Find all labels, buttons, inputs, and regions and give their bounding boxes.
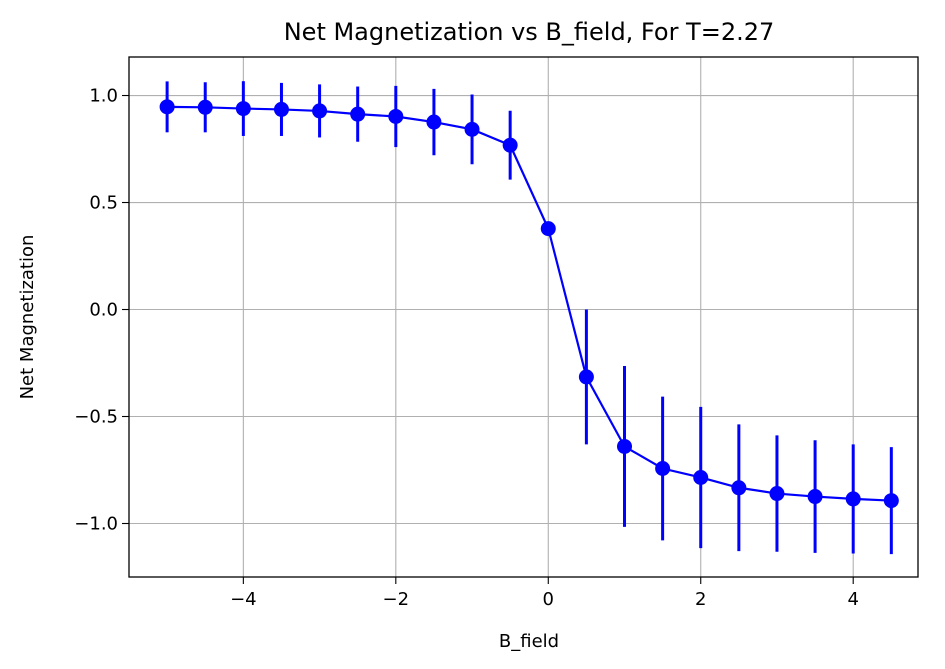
data-point [578,369,594,385]
data-point [388,108,404,124]
y-tick-label: 0.5 [89,193,118,214]
plot-frame [128,56,919,578]
data-point [693,469,709,485]
data-point [807,489,823,505]
data-point [883,493,899,509]
x-tick-label: −4 [230,589,257,610]
grid-lines [129,57,918,577]
series-line [167,105,892,502]
y-axis-label: Net Magnetization [17,235,38,400]
data-point [731,480,747,496]
y-tick-label: −1.0 [74,514,118,535]
data-point [769,486,785,502]
data-point [312,103,328,119]
x-axis-label: B_field [499,631,559,652]
data-point [655,461,671,477]
data-series [159,81,899,555]
data-point [540,221,556,237]
x-tick-label: 0 [543,589,554,610]
data-point [464,121,480,137]
y-tick-label: 0.0 [89,300,118,321]
x-tick-label: 2 [695,589,706,610]
data-point [235,101,251,117]
data-point [426,114,442,130]
x-tick-label: −2 [383,589,410,610]
x-tick-label: 4 [847,589,858,610]
data-point [502,137,518,153]
y-tick-label: −0.5 [74,407,118,428]
data-point [350,106,366,122]
data-point [273,101,289,117]
axis-ticks: −4 −2 0 2 4 1.0 0.5 0.0 −0.5 −1.0 [74,86,859,610]
data-point [617,438,633,454]
data-point [845,491,861,507]
y-tick-label: 1.0 [89,86,118,107]
chart-title: Net Magnetization vs B_field, For T=2.27 [284,18,775,46]
data-point [197,99,213,115]
data-point [159,99,175,115]
